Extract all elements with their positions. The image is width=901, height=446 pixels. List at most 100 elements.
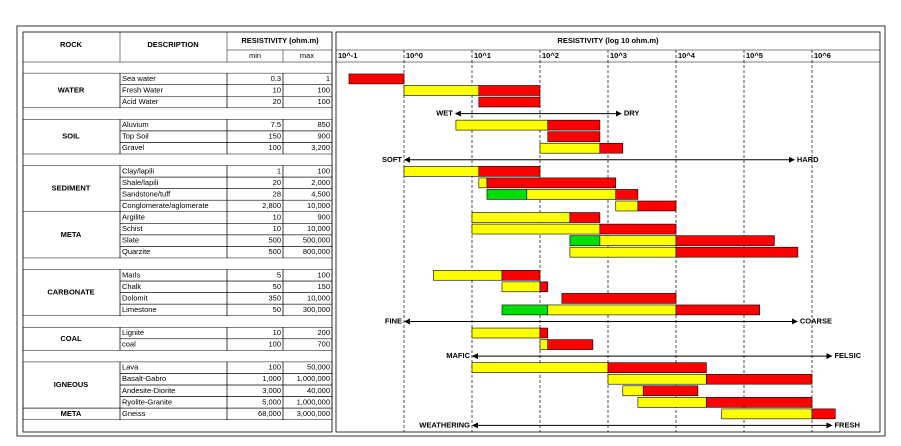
bar-segment [569,212,601,223]
max-value: 100 [317,270,330,279]
annotation-left: WET [436,109,453,118]
header: DESCRIPTION [147,40,198,49]
min-value: 350 [268,293,281,302]
description: Chalk [122,282,141,291]
description: Basalt-Gabro [122,374,166,383]
description: Aluvium [122,120,149,129]
annotation-left: WEATHERING [419,420,470,429]
max-value: 100 [317,85,330,94]
rock-label: WATER [58,85,85,94]
bar-segment [569,235,601,246]
annotation-left: FINE [385,316,402,325]
bar-segment [471,212,571,223]
max-value: 10,000 [307,293,330,302]
bar-segment [547,304,677,316]
x-tick-label: 10^2 [542,51,559,60]
description: Sea water [122,74,156,83]
bar-segment [478,177,488,189]
bar-segment [811,408,836,420]
max-value: 1,000,000 [297,374,330,383]
max-value: 100 [317,97,330,106]
min-value: 1 [277,166,281,175]
min-value: 50 [273,305,281,314]
bar-segment [569,246,677,258]
max-value: 100 [317,166,330,175]
description: Andesite-Diorite [122,386,175,395]
bar-segment [547,339,594,350]
rock-label: COAL [60,334,82,343]
description: Lignite [122,328,144,337]
rock-label: META [61,409,82,418]
description: Lava [122,363,139,372]
x-tick-label: 10^4 [678,51,696,60]
min-value: 100 [268,363,281,372]
cell [226,165,284,178]
description: Limestone [122,305,157,314]
bar-segment [478,96,541,108]
description: coal [122,340,136,349]
header: max [300,51,314,60]
max-value: 300,000 [303,305,330,314]
max-value: 850 [317,120,330,129]
cell [282,407,333,420]
max-value: 10,000 [307,201,330,210]
bar-segment [539,281,549,293]
description: Gneiss [122,409,146,418]
min-value: 28 [273,189,281,198]
description: Marls [122,270,141,279]
bar-segment [637,200,677,212]
max-value: 10,000 [307,224,330,233]
cell [282,72,333,85]
bar-segment [706,373,813,385]
description: Schist [122,224,143,233]
x-tick-label: 10^-1 [338,51,357,60]
min-value: 10 [273,328,281,337]
min-value: 10 [273,213,281,222]
max-value: 3,200 [311,143,330,152]
min-value: 20 [273,178,281,187]
min-value: 5 [277,270,281,279]
x-tick-label: 10^5 [746,51,763,60]
description: Slate [122,236,139,245]
bar-segment [599,142,624,154]
bar-segment [539,339,549,350]
bar-segment [433,269,503,281]
bar-segment [471,223,601,235]
bar-segment [501,269,541,281]
max-value: 200 [317,328,330,337]
description: Conglomerate/aglomerate [122,201,209,210]
max-value: 50,000 [307,363,330,372]
min-value: 100 [268,340,281,349]
x-tick-label: 10^6 [814,51,831,60]
bar-segment [547,119,601,131]
chart-title: RESISTIVITY (log 10 ohm.m) [557,36,659,45]
cell [282,338,333,351]
x-tick-label: 10^1 [474,51,491,60]
min-value: 150 [268,132,281,141]
bar-segment [471,362,609,373]
description: Gravel [122,143,144,152]
cell [119,338,228,351]
cell [282,246,333,259]
annotation-right: COARSE [800,316,832,325]
max-value: 40,000 [307,386,330,395]
bar-segment [478,166,541,177]
rock-label: SEDIMENT [52,184,91,193]
annotation-right: DRY [624,109,640,118]
min-value: 10 [273,85,281,94]
bar-segment [539,142,601,154]
min-value: 1,000 [262,374,281,383]
bar-segment [607,362,707,373]
description: Clay/lapili [122,166,154,175]
bar-segment [561,293,677,304]
bar-segment [721,408,813,420]
description: Top Soil [122,132,149,141]
bar-segment [607,373,707,385]
min-value: 10 [273,224,281,233]
frame [16,25,886,437]
description: Quarzite [122,247,150,256]
rock-label: META [61,230,82,239]
annotation-right: FRESH [834,420,859,429]
cell [226,269,284,282]
